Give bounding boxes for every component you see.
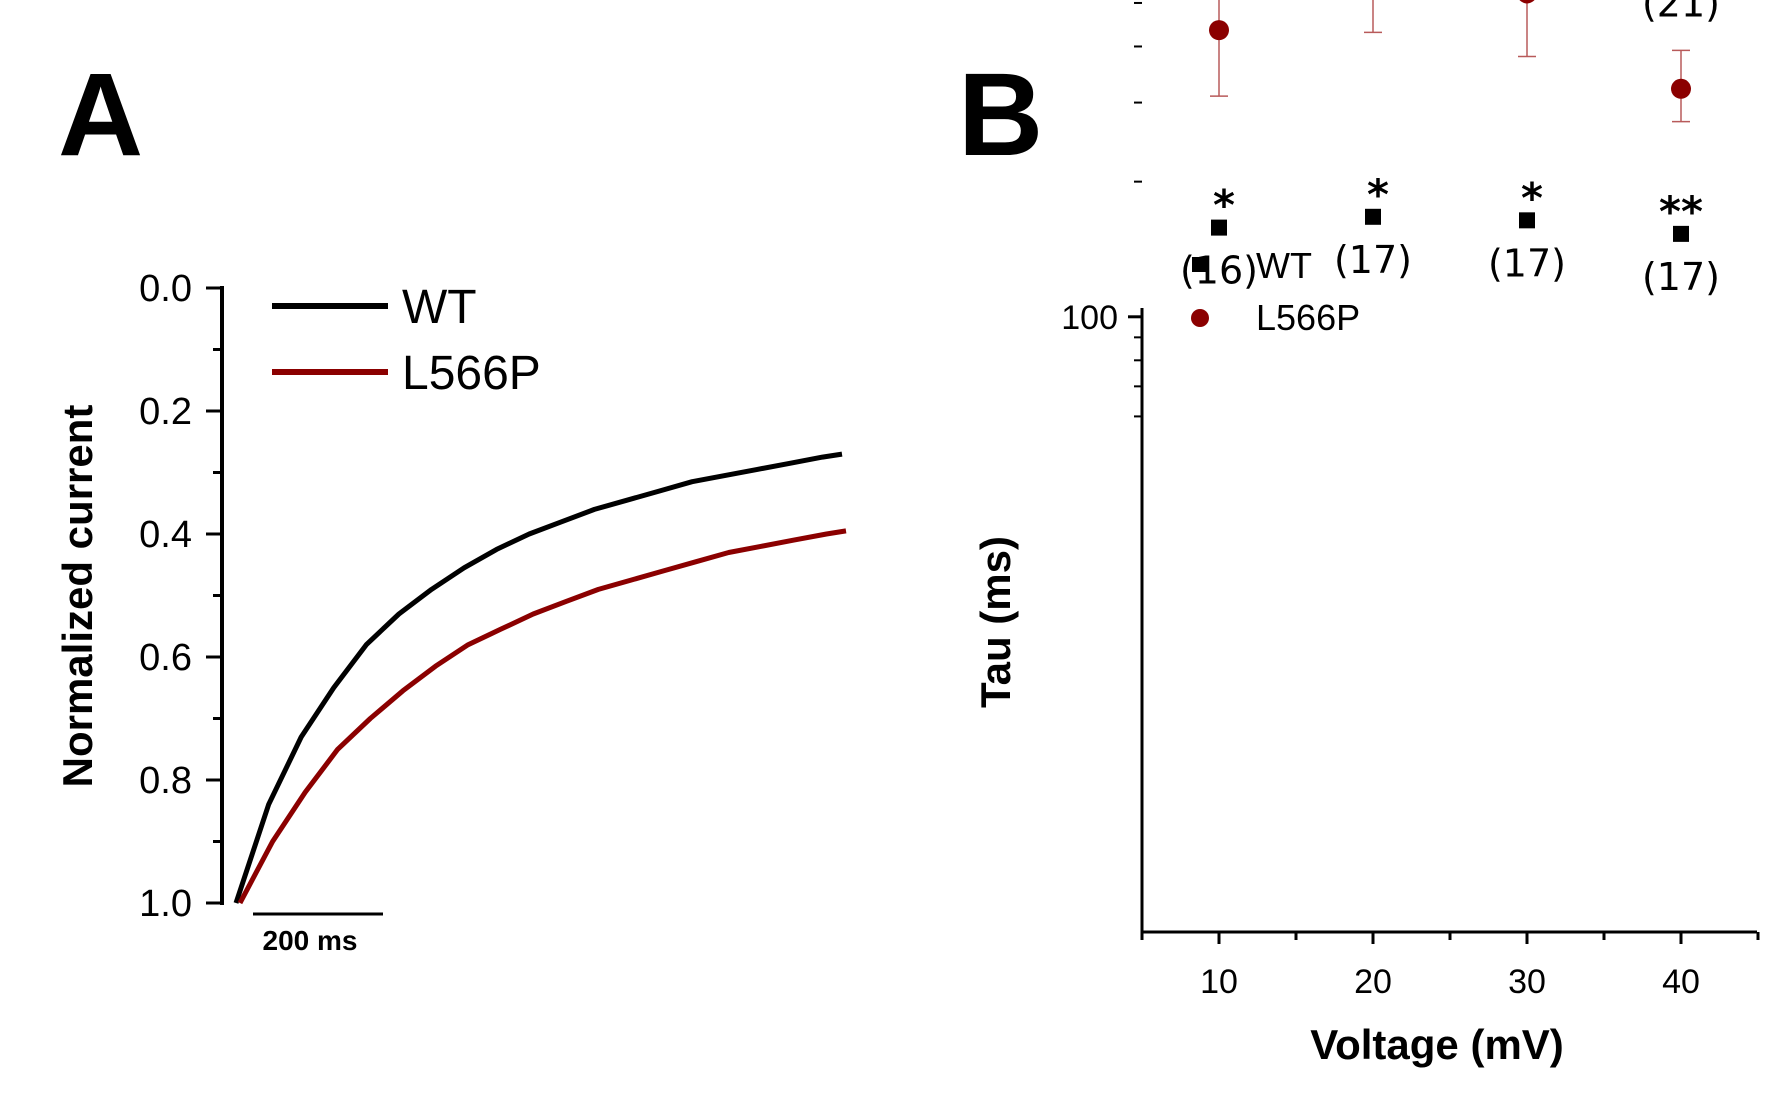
significance-marker: * [1213,181,1235,230]
wt-n-label: (16) [1180,249,1258,293]
panel-b-label: B [958,49,1043,181]
scale-bar: 200 ms [253,912,383,956]
panel-a-y-tick-label: 0.8 [139,760,192,802]
trace-l566p [237,528,847,905]
panel-a-chart: 0.0 0.2 0.4 0.6 0.8 1.0 Normalized current WT… [54,268,847,956]
wt-point [1365,208,1381,225]
wt-point [1519,212,1535,229]
significance-marker: * [1521,173,1543,222]
l566p-point [1671,78,1691,99]
legend-wt-label: WT [402,281,477,334]
scale-bar-label: 200 ms [263,925,358,956]
l566p-point [1519,0,1535,4]
wt-n-label: (17) [1642,255,1720,299]
panel-a-y-tick-label: 0.0 [139,268,192,310]
panel-b-x-tick-label: 30 [1508,963,1546,1001]
wt-n-label: (17) [1488,241,1566,285]
panel-a-y-tick-label: 0.2 [139,391,192,433]
l566p-n-label: (21) [1642,0,1720,25]
panel-b-y-axis-title: Tau (ms) [972,536,1019,708]
wt-n-label: (17) [1334,238,1412,282]
panel-b-x-axis-title: Voltage (mV) [1310,1021,1564,1068]
trace-wt [233,451,843,904]
panel-b-y-tick-label: 100 [1061,299,1118,337]
panel-a-legend: WT L566P [272,281,541,400]
legend-wt-square-marker [1192,257,1207,272]
significance-marker: ** [1659,187,1703,236]
panel-b-x-tick-label: 20 [1354,963,1392,1001]
legend-wt-label: WT [1256,245,1312,286]
significance-marker: * [1367,170,1389,219]
wt-point [1673,225,1689,242]
wt-point [1211,219,1227,236]
panel-b-x-tick-label: 10 [1200,963,1238,1001]
panel-a-y-tick-label: 0.4 [139,514,192,556]
legend-l566p-label: L566P [1256,297,1360,338]
panel-a-y-tick-label: 1.0 [139,883,192,925]
panel-a-label: A [58,49,143,181]
legend-l566p-circle-marker [1191,309,1209,327]
panel-a-y-tick-label: 0.6 [139,637,192,679]
panel-a-y-axis-title: Normalized current [54,405,101,788]
panel-b-x-tick-label: 40 [1662,963,1700,1001]
l566p-point [1209,20,1229,41]
panel-b-legend: WT L566P [1191,245,1360,338]
panel-b-chart: 102030401001000 (19)(21)(21)(21)*(16)*(1… [972,0,1760,1068]
legend-l566p-label: L566P [402,347,541,400]
